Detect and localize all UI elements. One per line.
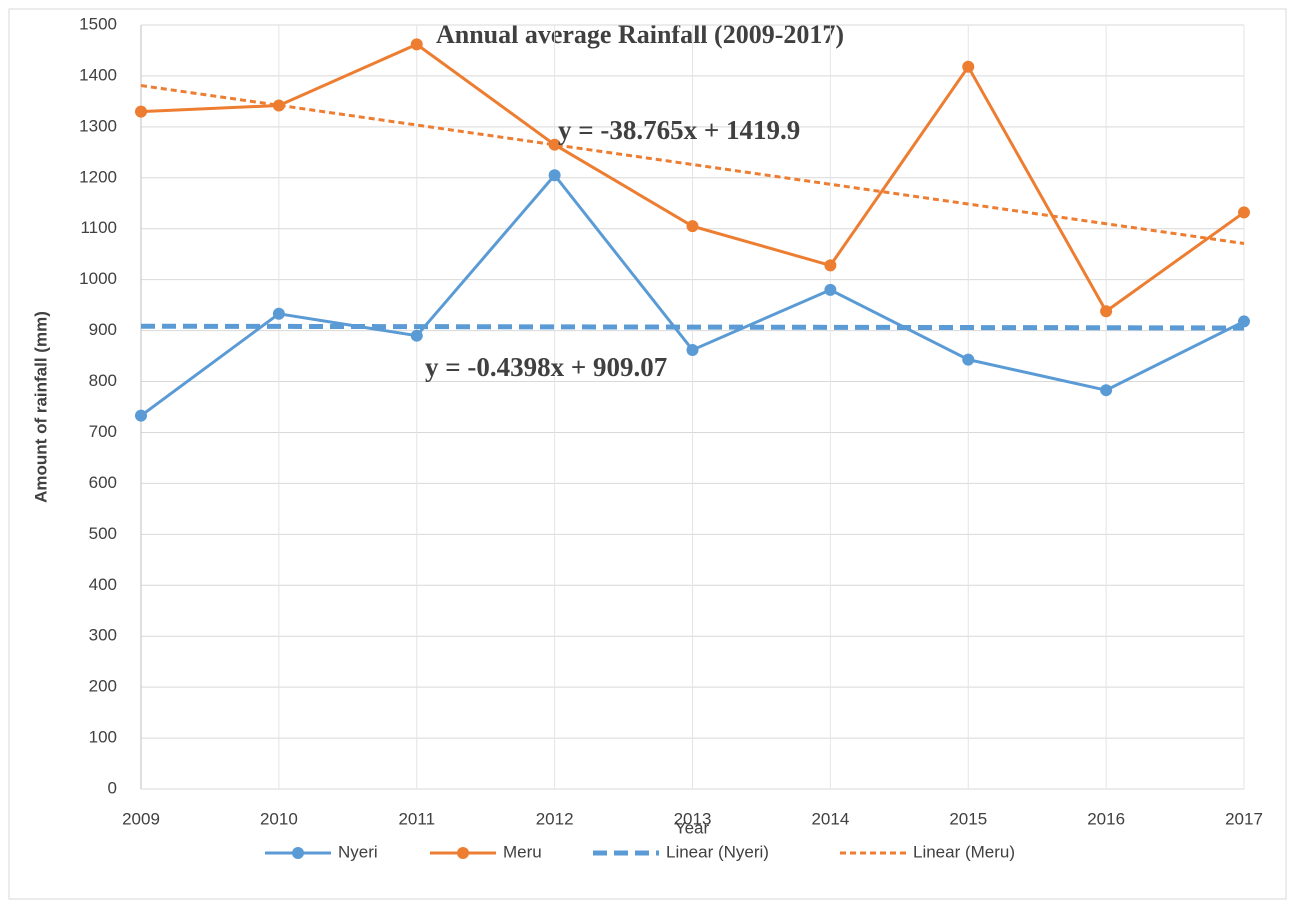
point (410, 38, 423, 51)
x-tick-label: 2012 (536, 809, 574, 828)
legend-label: Linear (Nyeri) (666, 842, 769, 861)
y-tick-label: 600 (89, 473, 117, 492)
x-tick-label: 2016 (1087, 809, 1125, 828)
point (686, 343, 699, 356)
point (548, 169, 561, 182)
point (548, 138, 561, 151)
y-tick-label: 1500 (79, 14, 117, 33)
point (686, 220, 699, 233)
legend-label: Linear (Meru) (913, 842, 1015, 861)
y-tick-label: 500 (89, 524, 117, 543)
x-tick-label: 2015 (949, 809, 987, 828)
x-tick-label: 2014 (811, 809, 849, 828)
y-tick-label: 900 (89, 320, 117, 339)
point (135, 409, 147, 422)
point (824, 259, 837, 272)
point (1100, 384, 1113, 397)
x-axis-label: Year (675, 818, 710, 837)
y-tick-label: 300 (89, 626, 117, 645)
y-tick-label: 1000 (79, 269, 117, 288)
y-tick-label: 400 (89, 575, 117, 594)
y-tick-label: 1300 (79, 116, 117, 135)
trend-equation: y = -0.4398x + 909.07 (425, 352, 667, 382)
chart-title: Annual average Rainfall (2009-2017) (436, 20, 844, 49)
trend-equation: y = -38.765x + 1419.9 (558, 115, 800, 145)
y-tick-label: 800 (89, 371, 117, 390)
y-tick-label: 1100 (80, 218, 117, 237)
x-tick-label: 2011 (398, 809, 435, 828)
y-tick-label: 100 (89, 728, 117, 747)
legend-label: Nyeri (338, 842, 378, 861)
y-tick-label: 0 (108, 778, 117, 797)
point (272, 307, 285, 320)
y-tick-label: 200 (89, 677, 117, 696)
legend-marker (292, 847, 304, 859)
y-tick-label: 1200 (79, 167, 117, 186)
x-tick-label: 2009 (122, 809, 160, 828)
legend-marker (457, 847, 469, 859)
x-tick-label: 2017 (1225, 809, 1263, 828)
point (962, 353, 975, 366)
point (272, 99, 285, 112)
point (135, 105, 147, 118)
x-tick-label: 2010 (260, 809, 298, 828)
series-line (140, 84, 1245, 245)
y-tick-label: 700 (89, 422, 117, 441)
point (962, 60, 975, 73)
series-line (140, 323, 1245, 331)
point (1238, 315, 1250, 328)
y-tick-label: 1400 (79, 65, 117, 84)
y-axis-label: Amount of rainfall (mm) (31, 311, 50, 503)
point (1238, 206, 1250, 219)
point (410, 329, 423, 342)
point (1100, 305, 1113, 318)
point (824, 283, 837, 296)
legend-label: Meru (503, 842, 542, 861)
x-tick-label: 2013 (674, 809, 712, 828)
